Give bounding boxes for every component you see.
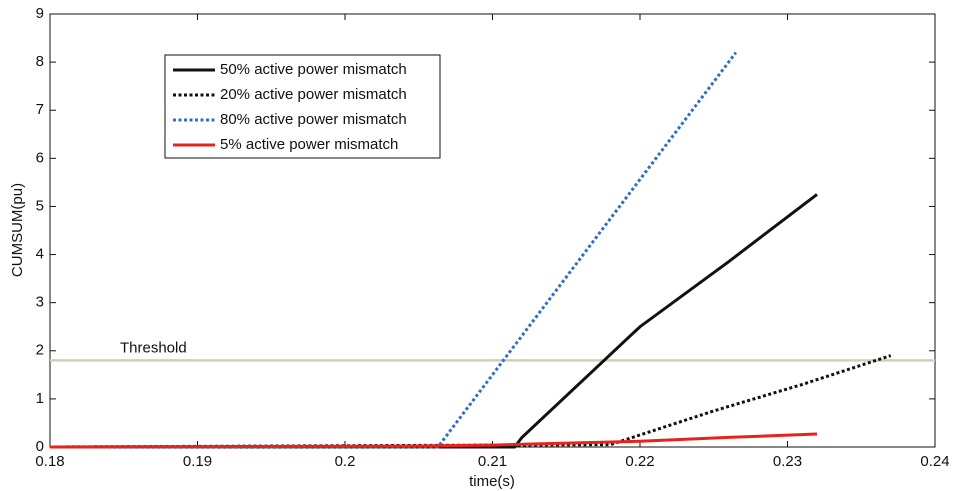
x-tick-label: 0.2	[335, 453, 356, 470]
x-tick-label: 0.24	[920, 453, 949, 470]
x-tick-label: 0.22	[625, 453, 654, 470]
y-tick-label: 7	[36, 101, 44, 118]
y-tick-label: 1	[36, 390, 44, 407]
threshold-label: Threshold	[120, 339, 187, 356]
chart: time(s) CUMSUM(pu) 0.18 0.19 0.2 0.21 0.22 0.…	[0, 0, 957, 491]
series-line	[50, 194, 817, 447]
x-tick-label: 0.18	[35, 453, 64, 470]
y-tick-label: 6	[36, 149, 44, 166]
x-tick-label: 0.21	[478, 453, 507, 470]
y-tick-label: 0	[36, 438, 44, 455]
x-tick-label: 0.19	[183, 453, 212, 470]
x-tick-label: 0.23	[773, 453, 802, 470]
legend-label: 80% active power mismatch	[220, 111, 407, 128]
y-tick-label: 5	[36, 197, 44, 214]
y-tick-label: 8	[36, 53, 44, 70]
y-tick-label: 4	[36, 246, 44, 263]
y-tick-label: 3	[36, 294, 44, 311]
x-axis-label: time(s)	[469, 473, 515, 490]
y-axis-label: CUMSUM(pu)	[9, 183, 26, 277]
series-line	[50, 434, 817, 447]
y-tick-label: 9	[36, 5, 44, 22]
y-tick-label: 2	[36, 342, 44, 359]
legend-label: 50% active power mismatch	[220, 61, 407, 78]
legend-label: 20% active power mismatch	[220, 86, 407, 103]
series-line	[50, 356, 891, 447]
legend-label: 5% active power mismatch	[220, 136, 398, 153]
